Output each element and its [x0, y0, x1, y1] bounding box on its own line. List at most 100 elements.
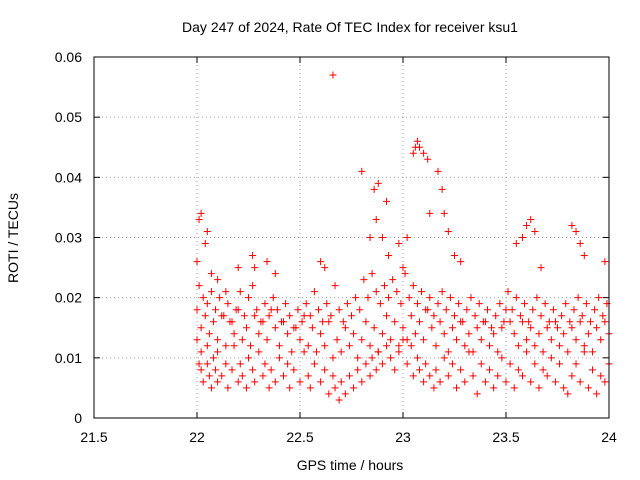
data-point	[317, 258, 325, 266]
data-point	[518, 234, 526, 241]
data-point	[310, 360, 318, 368]
data-point	[541, 300, 549, 308]
data-point	[383, 342, 391, 350]
data-point	[407, 342, 415, 350]
data-point	[249, 366, 257, 374]
ticks-layer: 21.5 22 22.5 23 23.5 24 0 0.01 0.02 0.03 0.04 0.05 0…	[55, 49, 617, 445]
data-point	[323, 300, 331, 308]
data-point	[267, 366, 275, 374]
data-point	[368, 354, 376, 362]
data-point	[430, 384, 438, 392]
data-point	[209, 354, 217, 362]
data-point	[438, 185, 446, 193]
x-tick-label: 24	[601, 429, 617, 445]
data-point	[512, 294, 520, 302]
data-point	[496, 300, 504, 308]
data-point	[574, 294, 582, 302]
data-point	[335, 306, 343, 314]
data-point	[275, 342, 283, 350]
data-point	[197, 348, 205, 356]
data-point	[312, 348, 320, 356]
data-point	[218, 372, 226, 380]
data-point	[203, 300, 211, 308]
data-point	[432, 366, 440, 374]
data-point	[444, 372, 452, 380]
data-point	[448, 324, 456, 332]
data-point	[341, 390, 349, 398]
data-point	[199, 378, 207, 386]
data-point	[595, 294, 603, 302]
data-point	[391, 318, 399, 326]
data-point	[473, 390, 481, 398]
data-point	[306, 312, 314, 320]
data-point	[405, 294, 413, 302]
data-point	[327, 312, 335, 320]
data-point	[238, 336, 246, 344]
data-point	[395, 240, 403, 248]
data-point	[214, 378, 222, 386]
data-point	[220, 312, 228, 320]
data-point	[331, 282, 339, 290]
data-point	[193, 306, 201, 314]
data-point	[564, 390, 572, 398]
data-point	[523, 336, 531, 344]
data-point	[222, 342, 230, 350]
data-point	[201, 312, 209, 320]
data-point	[284, 330, 292, 338]
data-point	[547, 354, 555, 362]
data-point	[576, 378, 584, 386]
data-point	[251, 378, 259, 386]
data-point	[498, 324, 506, 332]
data-point	[578, 312, 586, 320]
data-point	[240, 312, 248, 320]
data-point	[245, 294, 252, 302]
plot-border	[93, 56, 610, 419]
data-point	[399, 264, 407, 272]
data-point	[282, 300, 290, 308]
data-point	[597, 372, 605, 380]
data-point	[477, 336, 485, 344]
data-point	[325, 318, 333, 326]
data-point	[387, 336, 395, 344]
data-point	[242, 384, 250, 392]
x-tick-label: 23.5	[492, 429, 519, 445]
data-point	[463, 306, 471, 314]
data-point	[228, 318, 236, 326]
data-point	[199, 294, 207, 302]
data-point	[471, 312, 479, 320]
data-point	[385, 252, 393, 260]
data-point	[527, 215, 535, 223]
data-point	[420, 378, 428, 386]
data-point	[444, 227, 452, 235]
data-point	[195, 282, 203, 290]
data-point	[265, 312, 273, 320]
data-point	[444, 348, 452, 356]
data-point	[426, 294, 434, 302]
data-point	[296, 336, 304, 344]
data-point	[214, 348, 222, 356]
data-point	[238, 372, 246, 380]
data-point	[516, 312, 524, 320]
data-point	[601, 318, 609, 326]
data-point	[415, 143, 423, 151]
data-point	[263, 336, 271, 344]
data-point	[296, 378, 304, 386]
data-point	[341, 324, 349, 332]
data-point	[245, 354, 252, 362]
data-point	[576, 318, 584, 326]
data-point	[395, 342, 403, 350]
data-point	[508, 306, 516, 314]
data-point	[420, 336, 428, 344]
data-point	[580, 342, 588, 350]
data-point	[551, 318, 559, 326]
data-point	[554, 324, 561, 332]
data-point	[335, 396, 343, 404]
data-point	[374, 348, 382, 356]
data-point	[329, 354, 337, 362]
data-point	[529, 306, 537, 314]
data-point	[409, 282, 417, 290]
data-point	[446, 294, 454, 302]
data-point	[498, 354, 506, 362]
data-point	[568, 324, 576, 332]
data-point	[337, 348, 345, 356]
